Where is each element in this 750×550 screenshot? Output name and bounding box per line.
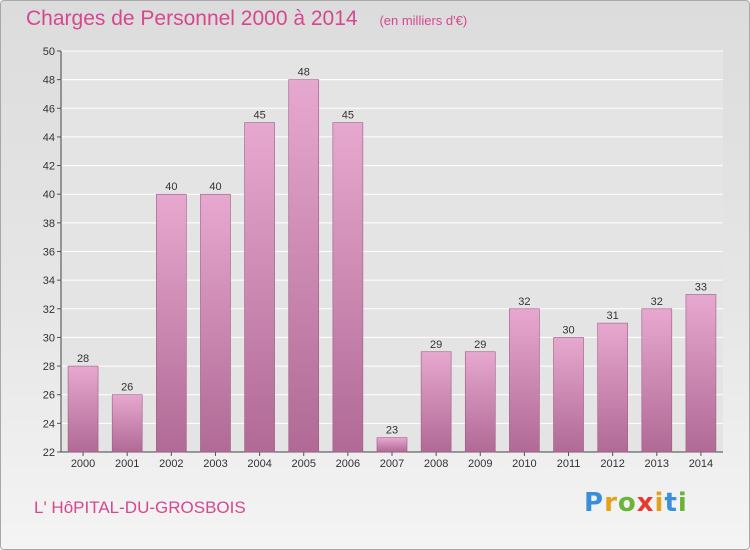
bar-2000 [67, 365, 99, 453]
bar-2010 [509, 308, 540, 453]
data-label-2002: 40 [165, 181, 177, 193]
chart-title: Charges de Personnel 2000 à 2014 (en mil… [26, 7, 467, 31]
x-tick-label-2002: 2002 [159, 458, 183, 470]
bar-2013 [641, 308, 673, 453]
data-label-2004: 45 [253, 110, 265, 122]
data-label-2010: 32 [518, 296, 530, 308]
bar-2007 [376, 437, 408, 453]
data-label-2005: 48 [298, 67, 310, 79]
x-tick-label-2014: 2014 [689, 458, 713, 470]
y-tick-label: 44 [43, 132, 55, 144]
commune-name: L' HôPITAL-DU-GROSBOIS [34, 498, 246, 517]
bar-2006 [332, 122, 364, 453]
y-tick-label: 30 [43, 332, 55, 344]
y-tick-label: 34 [43, 275, 55, 287]
x-tick-label-2003: 2003 [203, 458, 227, 470]
x-tick-label-2010: 2010 [512, 458, 536, 470]
data-label-2000: 28 [77, 353, 89, 365]
data-label-2006: 45 [342, 110, 354, 122]
data-label-2009: 29 [474, 339, 486, 351]
y-tick-label: 26 [43, 390, 55, 402]
y-tick-label: 42 [43, 161, 55, 173]
data-label-2012: 31 [607, 310, 619, 322]
y-tick-label: 46 [43, 103, 55, 115]
y-tick-label: 50 [43, 46, 55, 58]
data-label-2011: 30 [562, 324, 574, 336]
bar-2014 [685, 294, 717, 453]
bar-2003 [200, 193, 231, 453]
data-label-2014: 33 [695, 281, 707, 293]
x-tick-label-2000: 2000 [71, 458, 95, 470]
bar-2002 [156, 193, 187, 453]
title-text: Charges de Personnel 2000 à 2014 [26, 7, 358, 30]
y-tick-label: 48 [43, 75, 55, 87]
y-tick-label: 28 [43, 361, 55, 373]
bar-2001 [111, 394, 143, 453]
title-unit: (en milliers d'€) [379, 13, 468, 28]
bar-2009 [464, 351, 496, 453]
data-label-2003: 40 [209, 181, 221, 193]
y-tick-label: 24 [43, 418, 55, 430]
x-tick-label-2008: 2008 [424, 458, 448, 470]
bar-2012 [597, 322, 628, 453]
data-label-2007: 23 [386, 425, 398, 437]
x-tick-label-2013: 2013 [645, 458, 669, 470]
data-label-2008: 29 [430, 339, 442, 351]
proxiti-logo: Proxiti [584, 488, 688, 518]
x-tick-label-2011: 2011 [557, 458, 581, 470]
bar-2004 [244, 122, 275, 453]
bar-2011 [553, 337, 584, 453]
y-tick-label: 32 [43, 304, 55, 316]
x-tick-label-2012: 2012 [600, 458, 624, 470]
data-label-2001: 26 [121, 382, 133, 394]
y-tick-label: 36 [43, 247, 55, 259]
bar-2005 [288, 79, 320, 453]
y-tick-label: 22 [43, 447, 55, 459]
y-tick-label: 38 [43, 218, 55, 230]
x-tick-label-2007: 2007 [380, 458, 404, 470]
bar-2008 [420, 351, 452, 453]
data-label-2013: 32 [651, 296, 663, 308]
x-tick-label-2005: 2005 [291, 458, 315, 470]
x-tick-label-2001: 2001 [115, 458, 139, 470]
y-tick-label: 40 [43, 189, 55, 201]
x-tick-label-2006: 2006 [336, 458, 360, 470]
x-tick-label-2009: 2009 [468, 458, 492, 470]
x-tick-label-2004: 2004 [247, 458, 271, 470]
